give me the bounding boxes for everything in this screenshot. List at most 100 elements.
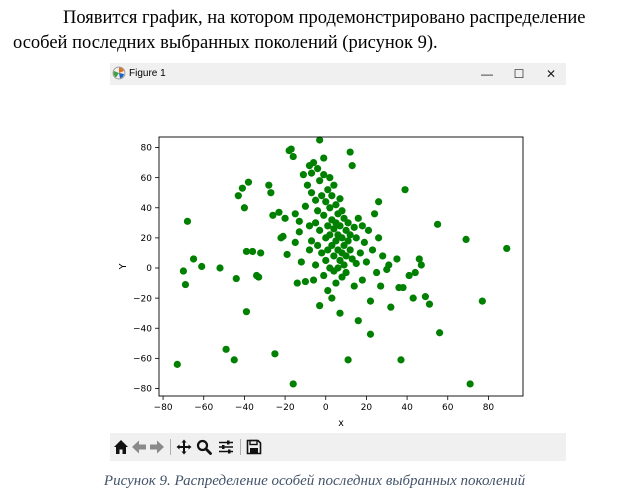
data-point: [305, 246, 314, 254]
y-tick-label: 20: [141, 234, 153, 244]
data-point: [198, 262, 206, 271]
data-point: [295, 228, 303, 236]
data-point: [375, 234, 383, 242]
data-point: [340, 261, 348, 269]
y-axis-label: Y: [118, 263, 129, 270]
data-point: [350, 282, 358, 290]
data-point: [324, 186, 332, 194]
data-point: [362, 258, 371, 266]
data-point: [283, 250, 291, 259]
pan-icon[interactable]: [174, 437, 194, 457]
title-bar[interactable]: Figure 1 — ☐ ✕: [110, 63, 566, 85]
data-point: [346, 148, 354, 156]
data-point: [366, 297, 375, 305]
data-point: [265, 181, 273, 189]
x-tick-label: −60: [194, 403, 213, 413]
data-point: [311, 219, 320, 227]
data-point: [314, 165, 322, 173]
data-point: [346, 231, 354, 239]
x-tick-label: 60: [442, 403, 454, 413]
data-point: [318, 249, 326, 257]
data-point: [330, 252, 338, 260]
close-button[interactable]: ✕: [545, 67, 557, 81]
data-point: [183, 217, 192, 225]
data-point: [291, 210, 299, 218]
data-point: [328, 294, 336, 302]
data-point: [240, 204, 249, 212]
data-point: [309, 276, 318, 284]
data-point: [360, 238, 368, 247]
data-point: [289, 380, 297, 388]
data-point: [354, 317, 362, 325]
data-point: [399, 283, 407, 292]
data-point: [257, 249, 265, 257]
data-point: [234, 192, 242, 200]
data-point: [271, 350, 279, 358]
data-point: [332, 237, 340, 245]
home-icon[interactable]: [111, 437, 131, 457]
maximize-button[interactable]: ☐: [513, 67, 525, 81]
data-point: [238, 184, 246, 192]
forward-icon[interactable]: [147, 437, 167, 457]
minimize-button[interactable]: —: [481, 67, 493, 81]
x-tick-label: 40: [401, 403, 413, 413]
data-point: [314, 207, 322, 215]
y-tick-label: 0: [146, 264, 152, 274]
data-point: [320, 154, 328, 162]
data-point: [299, 171, 307, 179]
data-point: [181, 280, 190, 289]
data-point: [318, 192, 326, 200]
data-point: [375, 198, 383, 206]
x-tick-label: 0: [323, 403, 329, 413]
y-tick-label: 40: [141, 204, 153, 214]
y-tick-label: −20: [133, 294, 152, 304]
data-point: [173, 360, 181, 368]
data-point: [326, 204, 334, 212]
scatter-chart: −80 −60 −40 −20 0 20 40 60 80 −80 −60 −40 −20 0 20 40 60…: [118, 136, 524, 429]
plot-canvas[interactable]: −80 −60 −40 −20 0 20 40 60 80 −80 −60 −40 −20 0 20 40 60…: [110, 85, 566, 433]
data-point: [342, 268, 350, 277]
data-point: [242, 308, 251, 316]
data-point: [326, 174, 334, 182]
data-point: [370, 210, 379, 218]
back-icon[interactable]: [129, 437, 149, 457]
data-point: [344, 356, 352, 364]
data-point: [348, 162, 356, 170]
data-point: [301, 202, 310, 210]
data-point: [356, 249, 364, 257]
data-point: [393, 255, 401, 263]
data-point: [330, 181, 338, 189]
body-paragraph: Появится график, на котором продемонстри…: [13, 8, 586, 53]
y-tick-label: 60: [141, 174, 153, 184]
configure-subplots-icon[interactable]: [216, 437, 236, 457]
data-point: [401, 186, 409, 194]
save-icon[interactable]: [244, 437, 264, 457]
data-point: [379, 252, 387, 260]
data-point: [216, 264, 224, 272]
data-point: [334, 264, 342, 272]
data-point: [417, 261, 425, 269]
data-point: [433, 220, 442, 228]
data-point: [244, 178, 253, 186]
data-point: [301, 277, 310, 286]
data-point: [387, 303, 395, 311]
data-point: [336, 309, 344, 317]
data-point: [232, 274, 240, 283]
data-point: [466, 380, 474, 388]
data-point: [503, 244, 511, 253]
data-point: [275, 208, 283, 216]
data-point: [189, 255, 198, 263]
data-point: [336, 195, 344, 203]
x-tick-label: −80: [154, 403, 173, 413]
data-point: [267, 189, 275, 197]
data-point: [354, 214, 362, 222]
data-point: [303, 181, 312, 189]
data-point: [332, 201, 340, 209]
data-point: [279, 232, 287, 240]
figure-caption: Рисунок 9. Распределение особей последни…: [103, 473, 526, 489]
data-point: [425, 300, 434, 308]
zoom-icon[interactable]: [194, 437, 214, 457]
data-point: [415, 255, 423, 263]
data-point: [478, 297, 486, 305]
data-point: [269, 211, 277, 219]
